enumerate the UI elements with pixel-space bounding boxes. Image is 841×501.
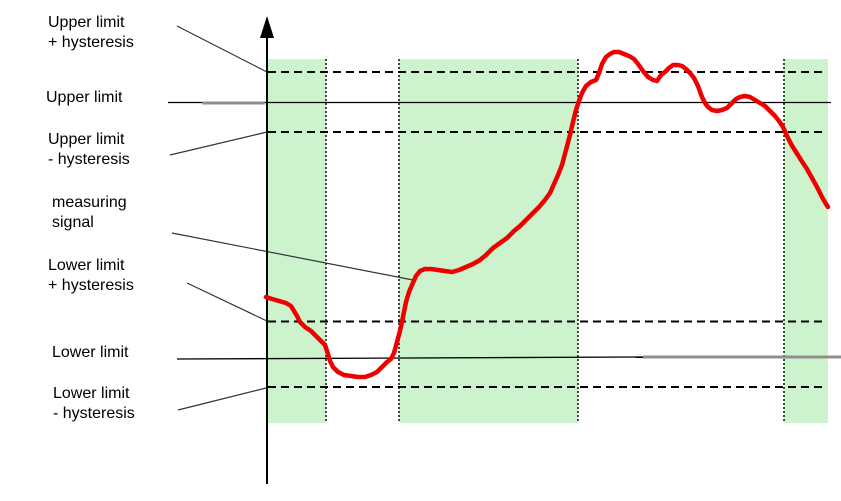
in-range-band-1 (268, 59, 326, 423)
label-measuring-signal-line: signal (52, 214, 94, 231)
label-lower-limit-line: Lower limit (52, 344, 129, 361)
label-lower-limit: Lower limit (52, 343, 128, 363)
label-upper-limit-minus-hysteresis-line: Upper limit (48, 131, 125, 148)
upper-limit-plus-hysteresis-leader-line (176, 25, 268, 73)
label-lower-limit-minus-hysteresis-line: Lower limit (53, 385, 130, 402)
lower-limit-minus-hysteresis-leader-line (177, 387, 267, 411)
label-lower-limit-minus-hysteresis: Lower limit - hysteresis (53, 384, 135, 424)
lower-limit-plus-hysteresis-leader-line (186, 282, 270, 323)
label-lower-limit-plus-hysteresis-line: + hysteresis (48, 277, 134, 294)
in-range-band-3 (784, 59, 828, 423)
label-upper-limit-plus-hysteresis-line: Upper limit (48, 14, 125, 31)
lower-limit-line (176, 356, 644, 360)
in-range-band-2 (399, 59, 578, 423)
label-measuring-signal-line: measuring (52, 194, 127, 211)
label-upper-limit-minus-hysteresis-line: - hysteresis (48, 151, 130, 168)
label-upper-limit-plus-hysteresis-line: + hysteresis (48, 34, 134, 51)
label-lower-limit-minus-hysteresis-line: - hysteresis (53, 405, 135, 422)
y-axis-arrowhead-icon (260, 16, 274, 38)
label-upper-limit-plus-hysteresis: Upper limit + hysteresis (48, 13, 134, 53)
upper-limit-minus-hysteresis-leader-line (169, 131, 268, 156)
measuring-signal-curve (263, 49, 831, 380)
label-upper-limit-minus-hysteresis: Upper limit - hysteresis (48, 130, 130, 170)
label-lower-limit-plus-hysteresis-line: Lower limit (48, 257, 125, 274)
label-upper-limit: Upper limit (46, 88, 122, 108)
measuring-signal-leader-line (171, 232, 414, 281)
label-upper-limit-line: Upper limit (46, 89, 123, 106)
label-measuring-signal: measuring signal (52, 193, 127, 233)
label-lower-limit-plus-hysteresis: Lower limit + hysteresis (48, 256, 134, 296)
